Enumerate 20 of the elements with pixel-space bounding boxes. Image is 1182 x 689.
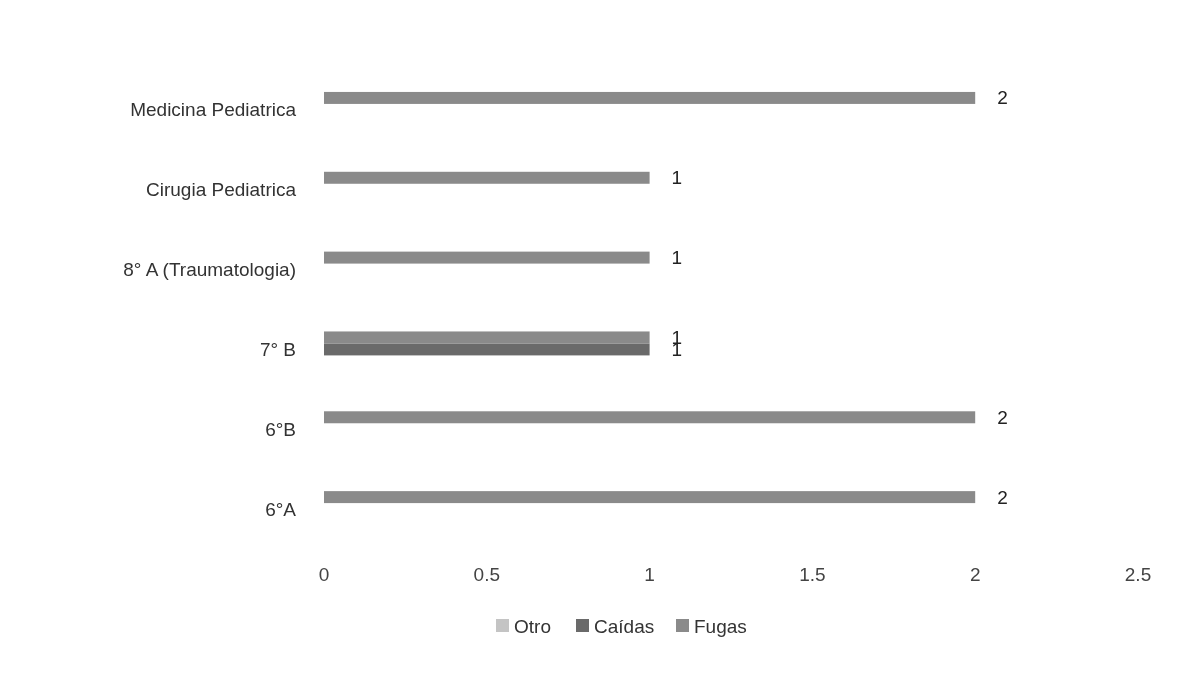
y-tick-label: 7° B — [259, 338, 296, 360]
legend-label: Otro — [514, 615, 551, 637]
x-tick-label: 0.5 — [473, 564, 501, 585]
y-tick-label: Cirugia Pediatrica — [146, 179, 297, 201]
x-tick-label: 2.5 — [1124, 564, 1152, 585]
x-tick-label: 0 — [318, 564, 330, 585]
data-label: 2 — [997, 406, 1008, 428]
x-tick-label: 1.5 — [799, 564, 826, 585]
x-tick-label: 1 — [644, 564, 655, 585]
y-tick-label: 6°A — [265, 498, 297, 520]
x-tick-label: 2 — [969, 564, 981, 585]
y-tick-label: 8° A (Traumatologia) — [123, 259, 296, 281]
legend-label: Caídas — [594, 615, 655, 637]
data-label: 2 — [997, 486, 1008, 508]
data-label: 2 — [997, 87, 1008, 109]
data-label: 1 — [671, 167, 683, 189]
y-tick-label: 6°B — [265, 418, 296, 440]
legend-label: Fugas — [694, 615, 747, 637]
data-label: 1 — [671, 247, 683, 269]
y-tick-label: Medicina Pediatrica — [130, 99, 297, 121]
